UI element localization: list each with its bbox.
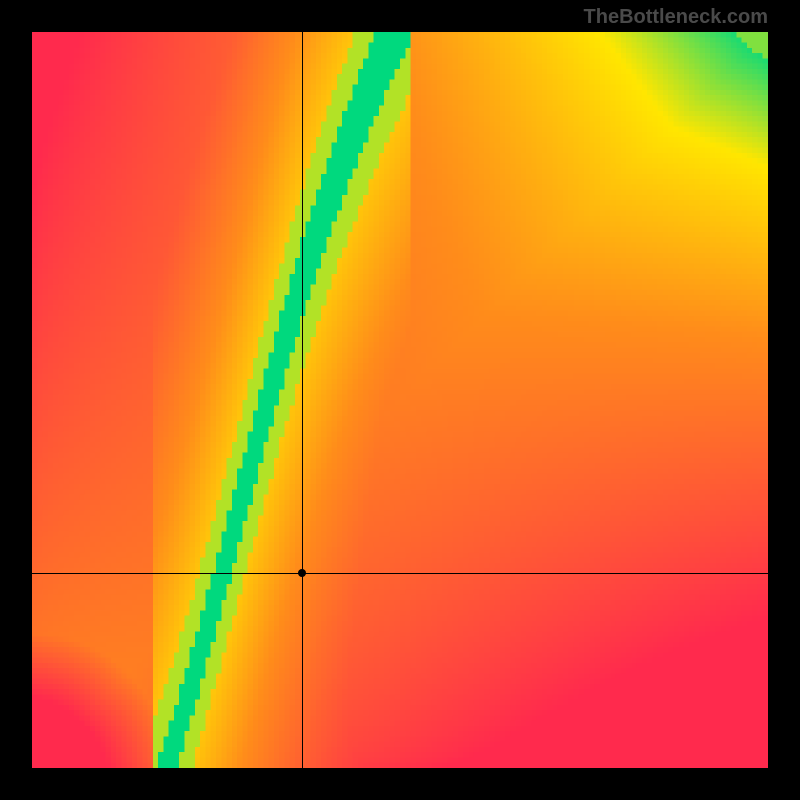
heatmap-canvas [32,32,768,768]
data-point-marker [298,569,306,577]
heatmap-plot [32,32,768,768]
crosshair-vertical [302,32,303,768]
watermark-text: TheBottleneck.com [584,6,768,29]
crosshair-horizontal [32,573,768,574]
